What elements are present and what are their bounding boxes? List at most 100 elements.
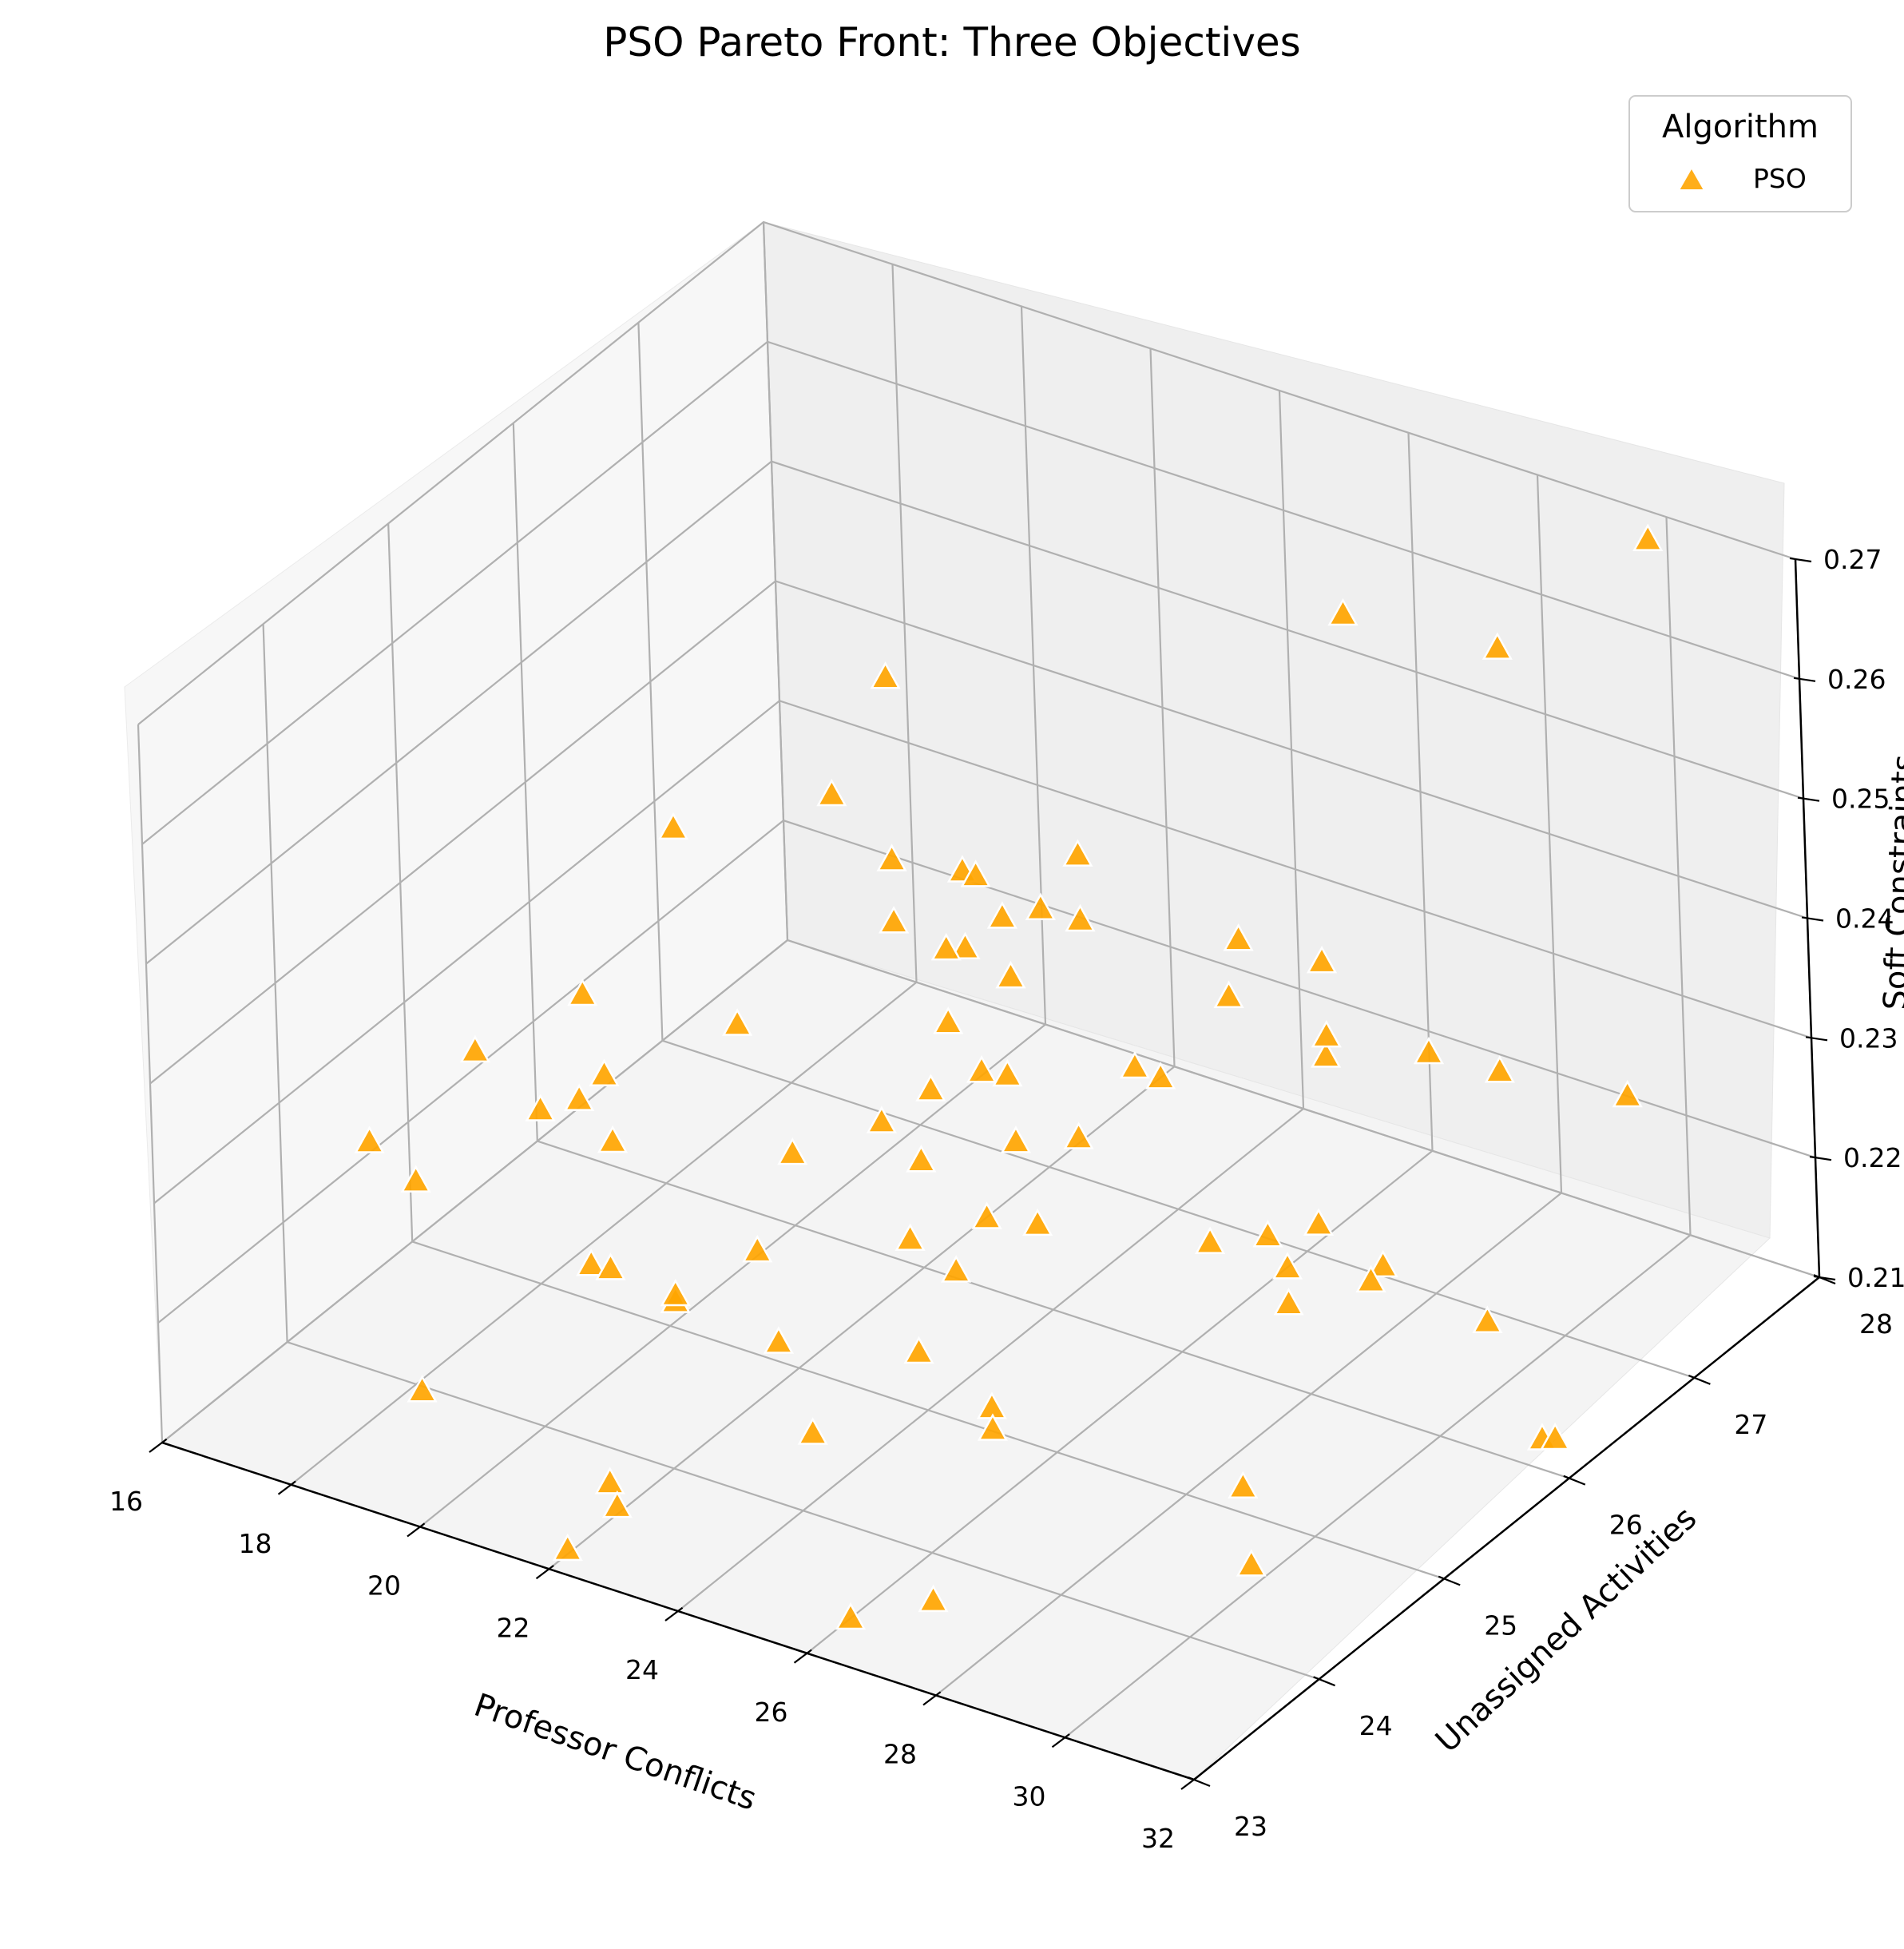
grid-line-z (141, 340, 1800, 845)
x-tick-mark (1051, 1733, 1070, 1749)
x-tick-mark (277, 1480, 296, 1495)
data-point-pso (1119, 1050, 1151, 1079)
data-point-pso (1065, 903, 1096, 932)
data-point-pso (977, 1413, 1009, 1441)
x-tick-mark (535, 1565, 554, 1580)
data-point-pso (1311, 1019, 1342, 1048)
data-point-pso (950, 931, 981, 960)
data-point-pso (1063, 1121, 1094, 1149)
data-point-pso (742, 1234, 773, 1263)
x-tick-label: 18 (239, 1528, 272, 1559)
data-point-pso (866, 1105, 898, 1133)
x-tick-mark (793, 1649, 812, 1664)
x-tick-label: 24 (625, 1654, 659, 1685)
z-tick-label: 0.26 (1827, 664, 1886, 695)
data-point-pso (1000, 1125, 1032, 1153)
x-tick-mark (407, 1522, 426, 1538)
data-point-pso (601, 1490, 633, 1518)
data-point-pso (1311, 1040, 1342, 1068)
data-point-pso (1482, 632, 1513, 660)
grid-line-z (161, 939, 1820, 1443)
y-tick-mark (1438, 1575, 1461, 1586)
data-point-pso (594, 1467, 625, 1494)
data-point-pso (660, 1278, 691, 1307)
data-point-pso (1306, 945, 1338, 974)
y-tick-mark (1313, 1676, 1336, 1687)
data-point-pso (1303, 1208, 1335, 1236)
data-point-pso (1327, 597, 1359, 626)
grid-lines (137, 220, 1821, 1781)
data-point-pso (1228, 1471, 1259, 1499)
data-point-pso (657, 812, 689, 840)
grid-line-z (149, 580, 1808, 1085)
data-point-pso (1062, 839, 1093, 867)
z-tick-mark (1809, 1156, 1832, 1161)
axes-group (149, 557, 1836, 1790)
data-point-pso (595, 1252, 626, 1280)
grid-line-z (153, 700, 1812, 1205)
data-point-pso (1223, 923, 1254, 951)
data-point-pso (1540, 1422, 1571, 1451)
data-point-pso (930, 932, 962, 961)
y-axis-line (1193, 1276, 1820, 1780)
data-point-pso (918, 1584, 949, 1613)
y-tick-label: 27 (1734, 1409, 1767, 1440)
z-tick-label: 0.24 (1835, 903, 1894, 935)
grid-line-z (157, 819, 1816, 1324)
tick-labels: 16 18 20 22 24 26 28 30 32 23 24 25 26 27 28 0.21 0.22 0.… (109, 544, 1904, 1854)
x-tick-label: 28 (883, 1739, 917, 1770)
x-tick-mark (149, 1438, 168, 1453)
data-point-pso (354, 1125, 385, 1153)
data-point-pso (567, 978, 598, 1006)
chart-title: PSO Pareto Front: Three Objectives (603, 19, 1300, 65)
z-tick-label: 0.25 (1831, 784, 1890, 815)
y-tick-label: 23 (1234, 1811, 1267, 1842)
legend-label: PSO (1753, 163, 1807, 194)
grid-line-z (145, 460, 1804, 965)
data-point-pso (915, 1074, 946, 1102)
y-tick-mark (1688, 1374, 1711, 1385)
x-tick-label: 16 (109, 1486, 143, 1517)
x-tick-label: 32 (1141, 1823, 1175, 1854)
data-point-pso (597, 1125, 629, 1153)
data-point-pso (816, 778, 847, 807)
data-point-pso (906, 1145, 937, 1173)
data-point-pso (1022, 1208, 1053, 1236)
y-tick-mark (1188, 1776, 1211, 1788)
legend-marker-icon (1677, 165, 1706, 191)
data-point-pso (986, 901, 1018, 929)
z-tick-mark (1789, 557, 1812, 563)
data-point-pso (894, 1223, 926, 1251)
y-tick-mark (1563, 1475, 1586, 1486)
x-tick-label: 26 (755, 1697, 788, 1728)
data-point-pso (763, 1326, 795, 1354)
data-point-pso (1612, 1079, 1643, 1108)
z-tick-mark (1793, 677, 1816, 682)
z-tick-label: 0.23 (1839, 1022, 1898, 1054)
data-point-pso (722, 1008, 753, 1036)
data-point-pso (995, 960, 1026, 989)
x-tick-mark (664, 1606, 684, 1622)
data-point-pso (1025, 892, 1057, 921)
data-point-pso (1252, 1220, 1283, 1248)
data-point-pso (1213, 980, 1244, 1008)
x-tick-label: 20 (367, 1570, 401, 1602)
data-point-pso (777, 1137, 808, 1165)
data-point-pso (400, 1165, 431, 1193)
data-point-pso (552, 1533, 583, 1562)
x-tick-label: 30 (1013, 1780, 1046, 1812)
z-tick-mark (1813, 1275, 1836, 1281)
data-point-pso (1236, 1549, 1267, 1577)
data-point-pso (1472, 1305, 1503, 1333)
z-tick-label: 0.22 (1843, 1142, 1902, 1173)
grid-line-z (137, 220, 1796, 725)
data-point-pso (835, 1602, 867, 1630)
data-point-pso (407, 1375, 438, 1403)
y-tick-label: 28 (1859, 1308, 1893, 1340)
z-tick-mark (1805, 1036, 1828, 1042)
data-point-pso (966, 1055, 998, 1083)
data-point-pso (576, 1248, 607, 1276)
data-point-pso (992, 1058, 1023, 1087)
data-point-pso (1367, 1249, 1398, 1278)
